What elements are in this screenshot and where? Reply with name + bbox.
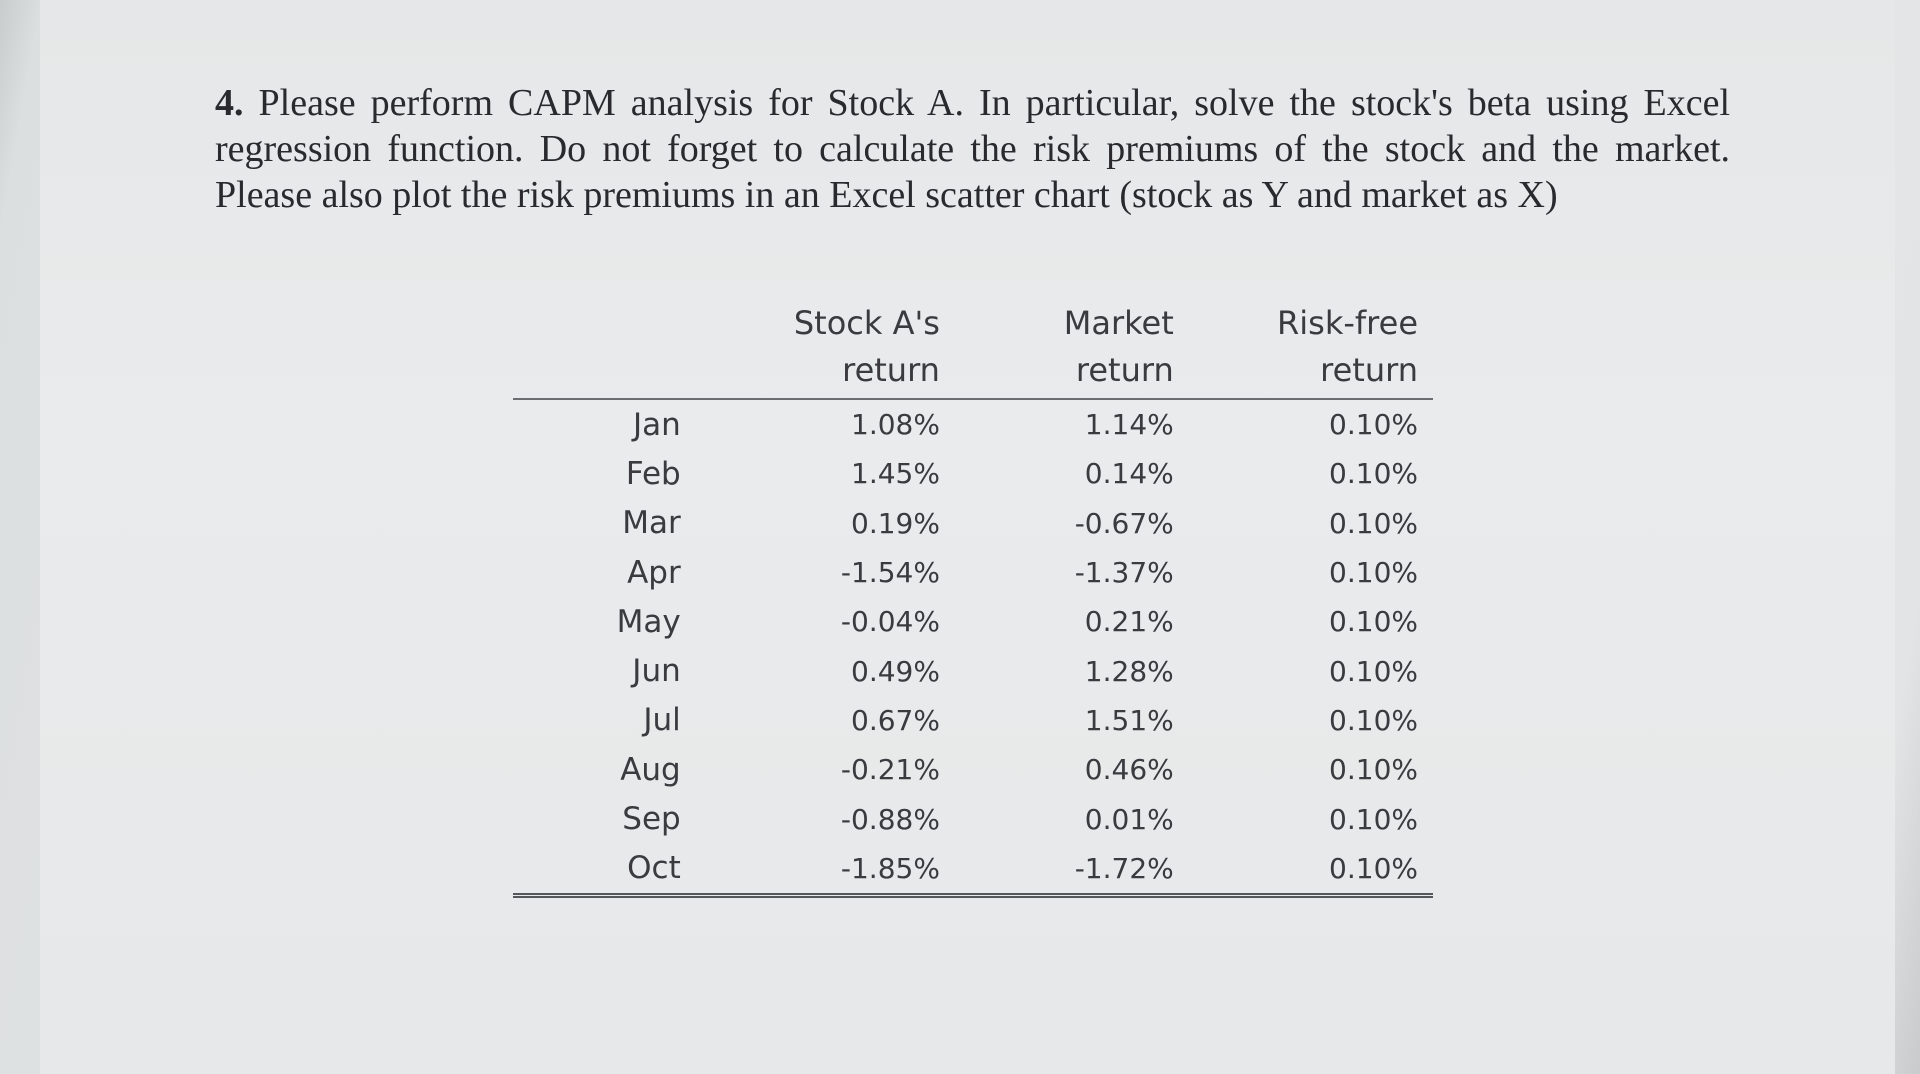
returns-table-container: Stock A's Market Risk-free return return… (513, 300, 1433, 898)
table-row: Sep -0.88% 0.01% 0.10% (513, 794, 1433, 843)
month-cell: May (616, 603, 681, 640)
month-cell: Jun (632, 653, 681, 690)
market-return-cell: -1.37% (1074, 556, 1174, 590)
stock-return-cell: 1.08% (851, 408, 940, 442)
header-riskfree-line1: Risk-free (1277, 304, 1418, 342)
month-cell: Jul (643, 702, 681, 739)
month-cell: Oct (513, 843, 681, 898)
header-market-line1: Market (1063, 304, 1174, 342)
returns-table: Stock A's Market Risk-free return return… (513, 300, 1433, 898)
market-return-cell: 0.21% (1084, 605, 1174, 639)
market-return-cell: 1.28% (1084, 654, 1174, 688)
stock-return-cell: -0.04% (840, 605, 940, 639)
riskfree-return-cell: 0.10% (1329, 605, 1418, 639)
table-row: Oct -1.85% -1.72% 0.10% (513, 843, 1433, 898)
riskfree-return-cell: 0.10% (1329, 556, 1418, 590)
header-riskfree-line2: return (1173, 347, 1433, 400)
question-line-3: Please also plot the risk premiums in an… (215, 174, 1558, 216)
table-row: Aug -0.21% 0.46% 0.10% (513, 745, 1433, 794)
month-cell: Aug (620, 751, 681, 788)
stock-return-cell: -0.21% (840, 753, 940, 787)
month-cell: Jan (632, 406, 681, 443)
table-row: May -0.04% 0.21% 0.10% (513, 597, 1433, 646)
question-text: 4. Please perform CAPM analysis for Stoc… (215, 80, 1730, 218)
header-month-line2 (513, 347, 681, 400)
riskfree-return-cell: 0.10% (1329, 408, 1418, 442)
table-row: Jul 0.67% 1.51% 0.10% (513, 696, 1433, 745)
stock-return-cell: 0.67% (851, 703, 940, 737)
riskfree-return-cell: 0.10% (1329, 802, 1418, 836)
question-line-1: 4. Please perform CAPM analysis for Stoc… (215, 80, 1730, 126)
header-month (513, 300, 681, 347)
header-stock-line2: return (680, 347, 940, 400)
riskfree-return-cell: 0.10% (1329, 506, 1418, 540)
riskfree-return-cell: 0.10% (1173, 843, 1433, 898)
month-cell: Mar (622, 505, 681, 542)
table-row: Apr -1.54% -1.37% 0.10% (513, 548, 1433, 597)
question-line-2: regression function. Do not forget to ca… (215, 128, 1730, 170)
market-return-cell: 0.14% (1084, 457, 1174, 491)
market-return-cell: -1.72% (939, 843, 1174, 898)
stock-return-cell: -1.54% (840, 556, 940, 590)
header-stock-line1: Stock A's (793, 304, 940, 342)
table-row: Feb 1.45% 0.14% 0.10% (513, 449, 1433, 498)
question-line-1-text: Please perform CAPM analysis for Stock A… (258, 82, 1730, 124)
stock-return-cell: 0.19% (851, 506, 940, 540)
header-row-2: return return return (513, 347, 1433, 400)
stock-return-cell: -0.88% (840, 802, 940, 836)
table-row: Jan 1.08% 1.14% 0.10% (513, 399, 1433, 449)
question-number: 4. (215, 82, 244, 124)
market-return-cell: 0.46% (1084, 753, 1174, 787)
table-row: Jun 0.49% 1.28% 0.10% (513, 646, 1433, 695)
header-market-line2: return (939, 347, 1174, 400)
riskfree-return-cell: 0.10% (1329, 703, 1418, 737)
month-cell: Sep (622, 801, 681, 838)
riskfree-return-cell: 0.10% (1329, 457, 1418, 491)
market-return-cell: 1.51% (1084, 703, 1174, 737)
month-cell: Feb (625, 455, 681, 492)
stock-return-cell: -1.85% (680, 843, 940, 898)
market-return-cell: 1.14% (1084, 408, 1174, 442)
stock-return-cell: 1.45% (851, 457, 940, 491)
market-return-cell: 0.01% (1084, 802, 1174, 836)
riskfree-return-cell: 0.10% (1329, 654, 1418, 688)
table-row: Mar 0.19% -0.67% 0.10% (513, 499, 1433, 548)
month-cell: Apr (627, 554, 681, 591)
header-row-1: Stock A's Market Risk-free (513, 300, 1433, 347)
stock-return-cell: 0.49% (851, 654, 940, 688)
riskfree-return-cell: 0.10% (1329, 753, 1418, 787)
market-return-cell: -0.67% (1074, 506, 1174, 540)
